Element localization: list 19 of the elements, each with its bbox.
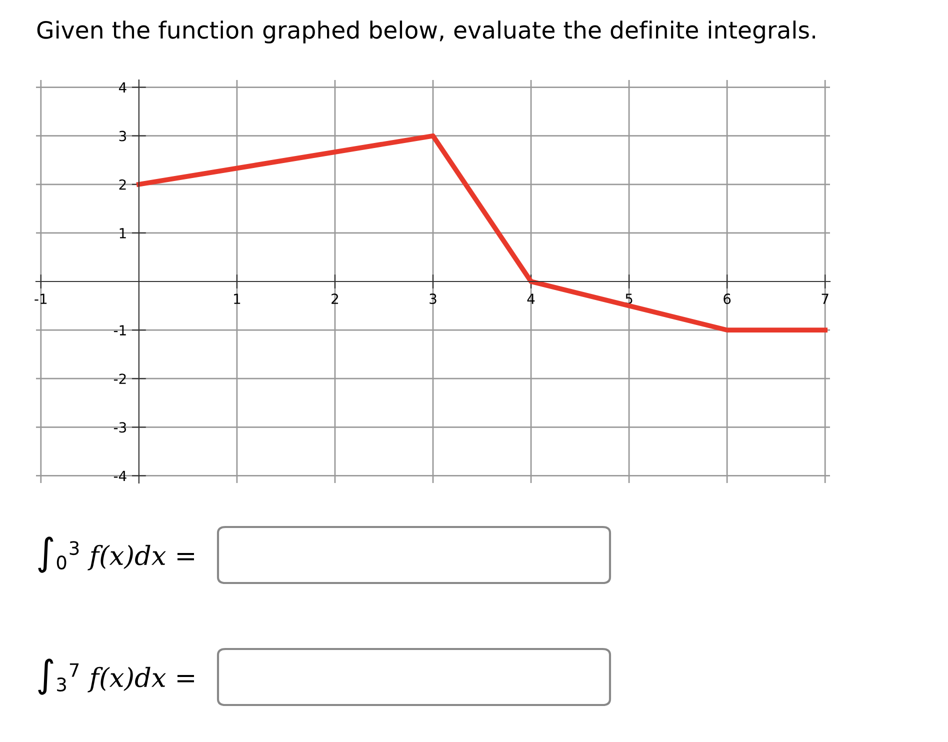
y-tick-label: -2 — [114, 374, 126, 384]
y-tick-label: -1 — [114, 325, 126, 336]
y-tick-label: 3 — [119, 130, 126, 142]
y-tick-label: -4 — [114, 470, 126, 481]
x-tick-label: 2 — [332, 294, 338, 304]
x-tick-label: 4 — [527, 294, 535, 304]
x-tick-label: 3 — [430, 294, 436, 304]
y-tick-label: 2 — [119, 179, 126, 190]
x-tick-label: 6 — [724, 294, 731, 304]
x-tick-label: 1 — [234, 294, 240, 304]
y-tick-label: -3 — [114, 422, 126, 433]
x-tick-label: -1 — [34, 294, 47, 304]
x-tick-label: 7 — [822, 294, 828, 304]
line-series — [136, 133, 828, 332]
y-tick-label: 4 — [118, 82, 126, 93]
chart-title: Given the function graphed below, evaluate the definite integrals. — [37, 20, 816, 44]
text: ∫$_{0}$$^{3}$ f(x)dx = — [38, 536, 194, 573]
text: ∫$_{3}$$^{7}$ f(x)dx = — [38, 658, 194, 695]
y-tick-label: 1 — [120, 228, 126, 238]
